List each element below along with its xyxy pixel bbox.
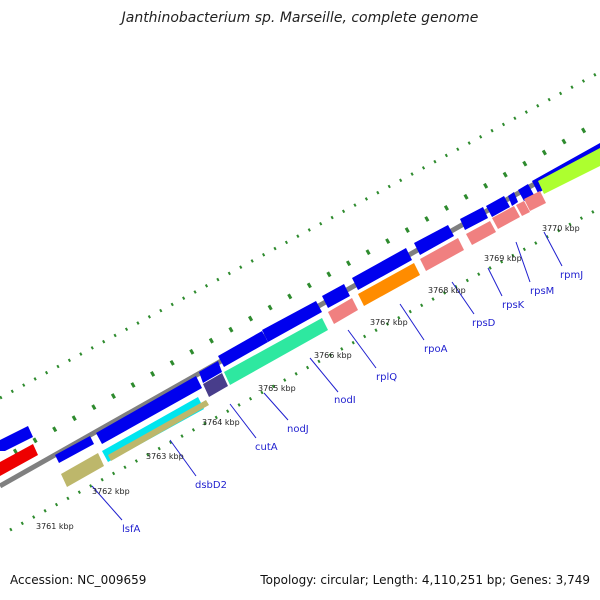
tick-mark [150,371,156,377]
tick-mark [326,271,332,278]
gene-label-nodI[interactable]: nodI [334,395,356,406]
tick-mark [189,348,195,355]
accession-text: Accession: NC_009659 [10,573,147,587]
gene-feature[interactable] [108,400,209,461]
gene-feature-rpmJ[interactable] [524,191,546,211]
kbp-label: 3761 kbp [36,522,74,531]
tick-mark [91,404,97,411]
gene-feature[interactable] [55,436,94,463]
gene-label-rpmJ[interactable]: rpmJ [560,270,583,281]
gene-feature[interactable] [262,301,322,342]
kbp-label: 3767 kbp [370,318,408,327]
tick-mark [502,171,508,178]
tick-mark [52,426,58,433]
map-title: Janthinobacterium sp. Marseille, complet… [121,10,479,26]
tick-mark [130,382,136,388]
inner-dotted-track [9,206,600,532]
gene-label-rplQ[interactable]: rplQ [376,372,397,383]
kbp-label: 3770 kbp [542,224,580,233]
kbp-label: 3768 kbp [428,286,466,295]
tick-mark [71,415,77,422]
tick-mark [228,326,234,333]
tick-mark [561,138,567,145]
gene-feature[interactable] [486,196,510,217]
tick-mark [267,304,273,311]
tick-mark [541,149,547,156]
kbp-label: 3769 kbp [484,254,522,263]
reverse-strand-genes [0,148,600,487]
gene-leader-lines [91,231,563,521]
gene-feature[interactable] [199,361,222,383]
tick-mark [424,216,430,222]
tick-mark [32,437,38,444]
tick-mark [522,160,528,167]
gene-feature[interactable] [508,192,518,206]
tick-marks [12,127,587,455]
tick-mark [208,337,214,344]
gene-feature-rpsD[interactable] [420,238,464,271]
kbp-label: 3766 kbp [314,351,352,360]
outer-dotted-track [0,70,600,400]
gene-label-rpsK[interactable]: rpsK [502,300,525,311]
tick-mark [306,282,312,289]
gene-feature[interactable] [0,444,38,476]
tick-mark [443,204,449,211]
gene-feature[interactable] [96,376,202,444]
gene-feature[interactable] [218,331,268,367]
tick-mark [581,127,587,134]
tick-mark [12,448,19,455]
gene-label-rpsD[interactable]: rpsD [472,318,496,329]
tick-mark [287,293,293,300]
tick-mark [404,227,410,233]
gene-feature[interactable] [538,148,600,194]
gene-feature-cutA[interactable] [203,373,228,397]
tick-mark [385,238,391,245]
tick-mark [345,260,352,267]
gene-feature-nodJ[interactable] [224,318,328,385]
gene-feature[interactable] [414,225,454,255]
gene-label-cutA[interactable]: cutA [255,442,278,453]
gene-label-lsfA[interactable]: lsfA [122,524,141,535]
gene-feature-lsfA[interactable] [61,453,104,487]
tick-mark [463,193,469,200]
kbp-label: 3762 kbp [92,487,130,496]
tick-mark [169,359,175,366]
genome-summary-text: Topology: circular; Length: 4,110,251 bp… [260,573,590,587]
gene-label-nodJ[interactable]: nodJ [287,424,309,435]
tick-mark [365,249,371,256]
gene-labels: lsfA dsbD2 cutA nodJ nodI rplQ rpoA rpsD… [122,270,583,535]
tick-mark [110,393,116,399]
gene-feature[interactable] [322,284,350,308]
gene-feature-rpoA[interactable] [358,263,420,306]
gene-feature[interactable] [516,201,530,216]
gene-feature[interactable] [0,426,33,451]
tick-mark [483,182,489,189]
gene-label-rpsM[interactable]: rpsM [530,286,554,297]
gene-label-rpoA[interactable]: rpoA [424,344,448,355]
gene-feature-rpsM[interactable] [492,206,520,229]
kbp-labels: 3761 kbp 3762 kbp 3763 kbp 3764 kbp 3765… [36,224,580,531]
kbp-label: 3764 kbp [202,418,240,427]
gene-feature-nodI[interactable] [328,298,358,324]
gene-feature[interactable] [460,207,488,230]
gene-feature[interactable] [352,248,412,290]
gene-label-dsbD2[interactable]: dsbD2 [195,480,227,491]
gene-feature-rpsK[interactable] [466,221,496,245]
kbp-label: 3765 kbp [258,384,296,393]
tick-mark [248,315,254,322]
kbp-label: 3763 kbp [146,452,184,461]
